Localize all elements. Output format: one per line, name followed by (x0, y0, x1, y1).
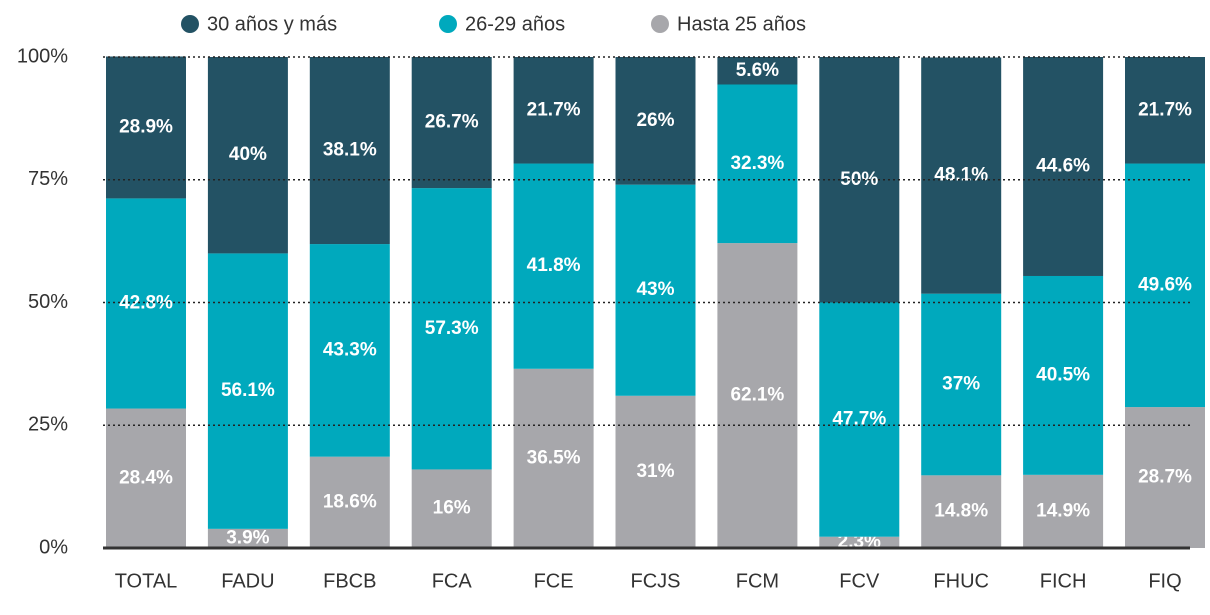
bar-segment (615, 57, 696, 185)
bar-segment (207, 253, 288, 529)
data-label: 40.5% (1036, 364, 1090, 385)
y-tick-label: 0% (39, 536, 68, 558)
bar-segment (309, 456, 390, 548)
bar-segment (1125, 57, 1205, 164)
legend-label: 30 años y más (207, 13, 337, 35)
x-tick-label: FIQ (1148, 570, 1181, 592)
bar-segment (921, 293, 1002, 476)
data-label: 56.1% (221, 380, 275, 401)
data-label: 37% (942, 374, 980, 395)
x-tick-label: FCV (839, 570, 880, 592)
legend-label: Hasta 25 años (677, 13, 806, 35)
data-label: 36.5% (527, 447, 581, 468)
bar-segment (207, 528, 288, 548)
bar-segment (615, 395, 696, 548)
legend-swatch (439, 15, 457, 33)
bar-segment (819, 536, 900, 548)
bar-segment (921, 57, 1002, 294)
bar-segment (106, 56, 186, 199)
x-tick-label: FCJS (631, 570, 681, 592)
data-label: 16% (433, 498, 471, 519)
data-label: 49.6% (1138, 274, 1192, 295)
data-label: 41.8% (527, 255, 581, 276)
bar-segment (615, 184, 696, 396)
bar-segment (921, 475, 1002, 548)
x-tick-label: FADU (221, 570, 274, 592)
x-tick-label: FCA (432, 570, 473, 592)
y-tick-label: 100% (17, 45, 68, 67)
data-label: 43.3% (323, 339, 377, 360)
x-tick-label: FCM (736, 570, 779, 592)
data-label: 26.7% (425, 112, 479, 133)
legend-swatch (651, 15, 669, 33)
bar-segment (1125, 407, 1205, 548)
legend-swatch (181, 15, 199, 33)
data-label: 21.7% (527, 99, 581, 120)
data-label: 26% (636, 110, 674, 131)
bar-segment (411, 188, 492, 470)
data-label: 5.6% (736, 60, 779, 81)
bar-segment (106, 198, 186, 409)
data-label: 31% (636, 461, 674, 482)
bar-segment (513, 368, 594, 548)
bar-segment (106, 408, 186, 548)
data-label: 32.3% (730, 153, 784, 174)
legend-label: 26-29 años (465, 13, 565, 35)
data-label: 21.7% (1138, 99, 1192, 120)
data-label: 42.8% (119, 292, 173, 313)
data-label: 57.3% (425, 318, 479, 339)
bar-segment (717, 84, 798, 244)
bar-segment (309, 57, 390, 245)
x-tick-label: FCE (534, 570, 574, 592)
bar-segment (513, 163, 594, 369)
x-tick-label: FHUC (933, 570, 989, 592)
data-label: 48.1% (934, 165, 988, 186)
bar-segment (1125, 163, 1205, 408)
data-label: 43% (636, 279, 674, 300)
data-label: 28.7% (1138, 467, 1192, 488)
bar-segment (309, 244, 390, 457)
x-tick-label: TOTAL (115, 570, 178, 592)
data-label: 40% (229, 144, 267, 165)
bar-segment (1023, 275, 1104, 475)
x-tick-label: FICH (1040, 570, 1087, 592)
bar-segment (513, 57, 594, 164)
data-label: 28.4% (119, 467, 173, 488)
bar-segment (411, 57, 492, 189)
bar-segment (1023, 474, 1104, 548)
data-label: 18.6% (323, 491, 377, 512)
data-label: 28.9% (119, 116, 173, 137)
bar-segment (819, 302, 900, 537)
data-label: 38.1% (323, 140, 377, 161)
y-tick-label: 25% (28, 414, 68, 436)
bar-segment (717, 57, 798, 85)
bar-segment (1023, 57, 1104, 276)
y-tick-label: 50% (28, 291, 68, 313)
data-label: 44.6% (1036, 156, 1090, 177)
x-tick-label: FBCB (323, 570, 376, 592)
bar-segment (207, 57, 288, 254)
data-label: 14.8% (934, 501, 988, 522)
data-label: 3.9% (226, 527, 269, 548)
bar-segment (717, 243, 798, 549)
y-tick-label: 75% (28, 168, 68, 190)
data-label: 47.7% (832, 409, 886, 430)
data-label: 62.1% (730, 385, 784, 406)
data-label: 14.9% (1036, 500, 1090, 521)
bar-segment (411, 469, 492, 548)
